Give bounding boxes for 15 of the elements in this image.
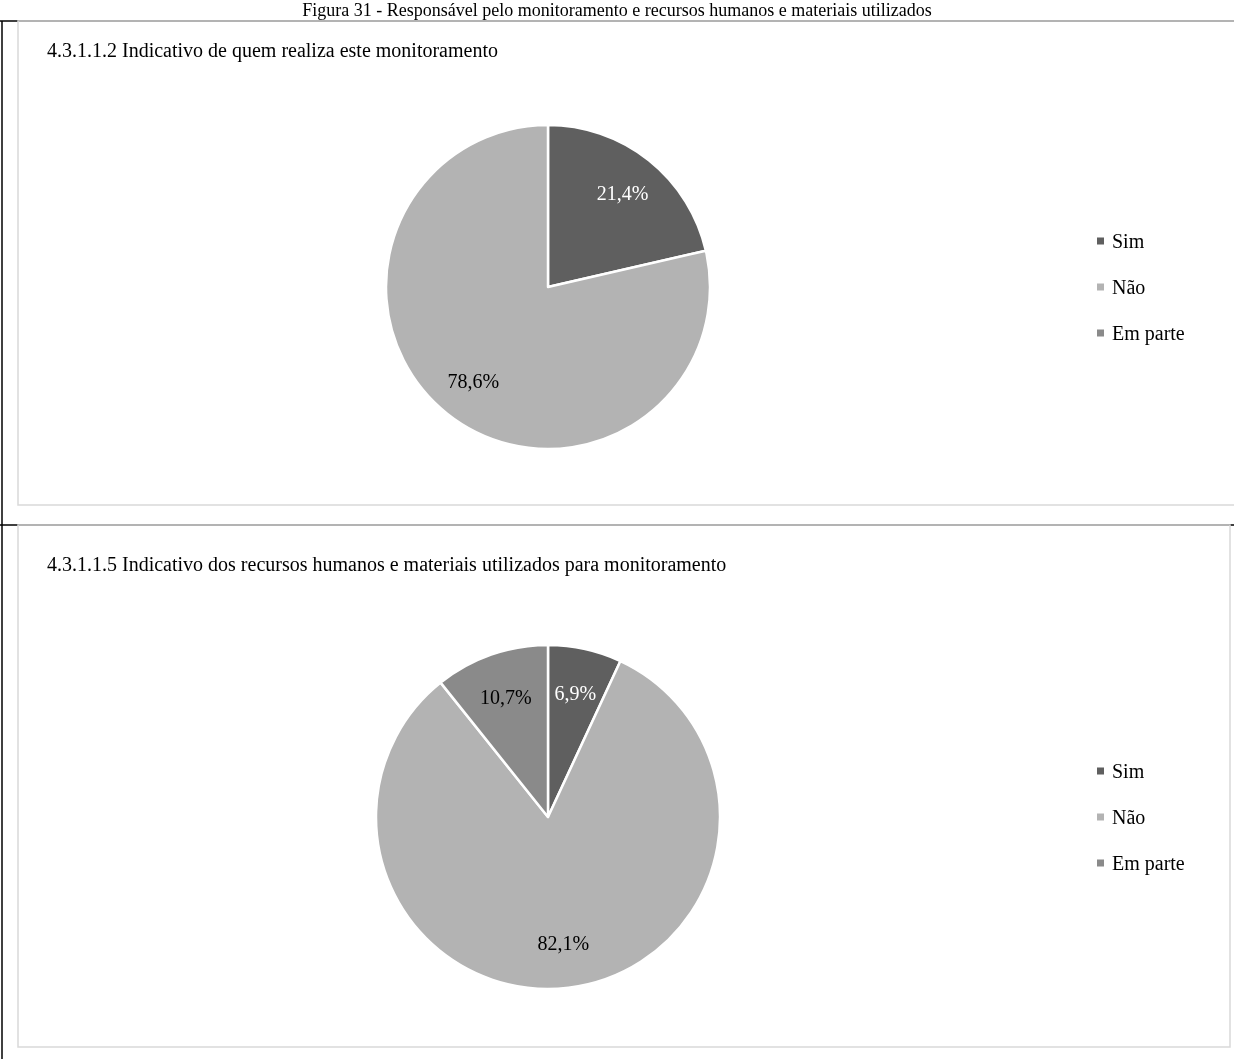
legend-label: Não [1112,276,1146,298]
chart-title: 4.3.1.1.5 Indicativo dos recursos humanos e materiais utilizados para monitoramento [47,553,727,576]
chart-title: 4.3.1.1.2 Indicativo de quem realiza este monitoramento [47,39,498,62]
data-label: 21,4% [596,182,649,205]
data-label: 10,7% [480,685,532,708]
data-label: 6,9% [554,681,597,704]
legend-label: Não [1112,806,1146,828]
data-label: 82,1% [537,932,590,955]
legend-label: Em parte [1112,322,1185,345]
text: Figura 31 - Responsável pelo monitoramento e recursos humanos e materiais utilizados [302,0,932,20]
legend-label: Sim [1112,760,1145,782]
pie-slice [384,123,712,451]
legend-label: Sim [1112,230,1145,252]
data-label: 78,6% [447,369,500,392]
legend-label: Em parte [1112,852,1185,875]
